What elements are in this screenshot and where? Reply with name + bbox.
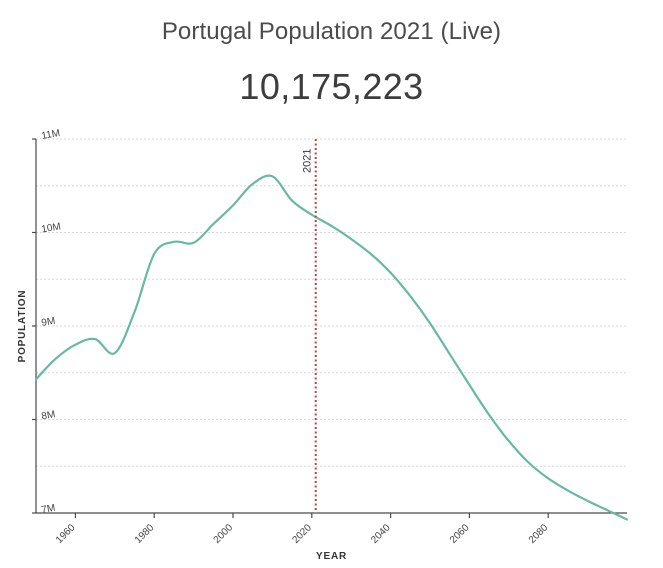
x-tick-label: 2000 [212, 522, 236, 546]
x-tick-label: 2020 [290, 522, 314, 546]
series-layer [34, 174, 629, 521]
current-year-marker: 2021 [302, 139, 317, 513]
y-tick-label: 7M [41, 503, 57, 516]
x-tick-label: 1960 [54, 522, 78, 546]
x-tick-label: 2040 [369, 522, 393, 546]
x-tick-label: 2060 [448, 522, 472, 546]
y-axis-title: POPULATION [17, 290, 28, 363]
x-tick-label: 2080 [527, 522, 551, 546]
x-tick-label: 1980 [133, 522, 157, 546]
y-tick-label: 11M [41, 128, 61, 142]
population-line [34, 174, 629, 521]
marker-label: 2021 [302, 149, 314, 173]
y-tick-label: 8M [41, 409, 57, 422]
y-tick-label: 10M [41, 221, 62, 235]
live-population-counter: 10,175,223 [239, 66, 424, 107]
axes: 7M 8M 9M 10M 11M 1960 1980 2000 2020 2040 2060 2080 [32, 128, 627, 546]
page-title: Portugal Population 2021 (Live) [161, 18, 502, 45]
grid-lines [36, 138, 627, 514]
x-axis-title: YEAR [316, 551, 347, 562]
y-tick-label: 9M [41, 316, 57, 329]
